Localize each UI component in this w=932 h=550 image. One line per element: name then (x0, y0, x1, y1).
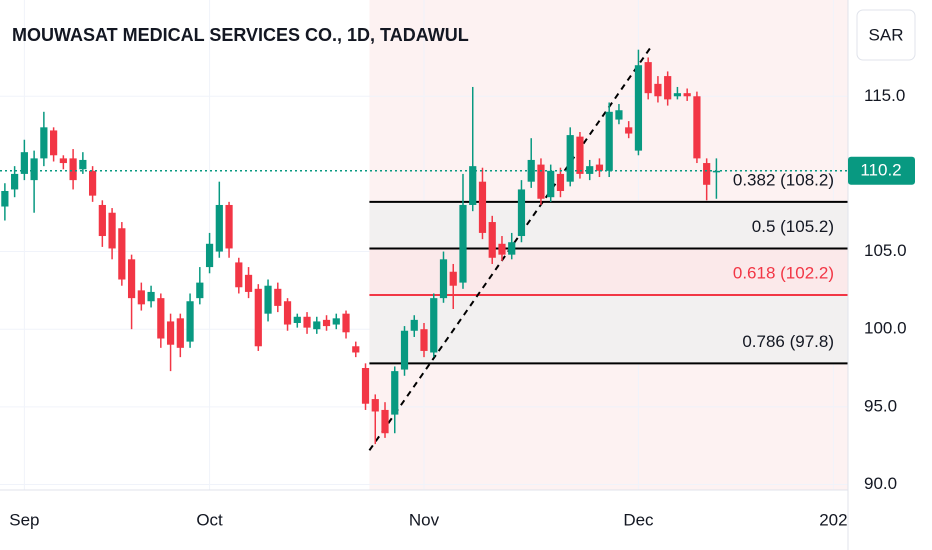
candle-body (50, 130, 58, 156)
candle-body (537, 164, 545, 199)
candle-body (79, 159, 87, 170)
candle-body (196, 282, 204, 299)
y-tick-label: 105.0 (864, 241, 907, 260)
candle-body (615, 110, 623, 120)
candle-body (69, 158, 77, 181)
candle-body (654, 83, 662, 97)
candle-body (205, 243, 214, 268)
last-price-label: 110.2 (860, 160, 901, 179)
candle-body (498, 243, 506, 255)
currency-label[interactable]: SAR (869, 25, 904, 44)
candle-body (293, 316, 301, 323)
last-price-badge (848, 156, 915, 185)
candle-body (303, 316, 311, 328)
candle-body (235, 262, 243, 288)
candle-body (547, 170, 555, 198)
axis-layer: 90.0 95.0 100.0 105.0 115.0 Sep Oct Nov Dec 202 (0, 0, 907, 550)
candle-body (625, 127, 633, 134)
candle-body (683, 93, 691, 97)
y-tick-label: 90.0 (864, 474, 897, 493)
candle-body (439, 259, 448, 299)
candle-body (274, 288, 282, 306)
candle-body (400, 330, 409, 370)
fib-label: 0.5 (105.2) (752, 217, 834, 236)
candle-body (264, 285, 272, 314)
fib-label: 0.786 (97.8) (742, 332, 834, 351)
candle-body (283, 301, 292, 325)
candle-body (186, 301, 194, 342)
candle-body (459, 204, 467, 283)
fib-zone (369, 201, 848, 249)
candle-body (410, 319, 418, 331)
candle-body (634, 65, 643, 151)
candle-body (225, 204, 233, 249)
candle-body (576, 136, 584, 174)
candle-body (157, 298, 165, 339)
candle-body (313, 321, 321, 330)
candle-body (176, 318, 184, 348)
fib-layer: 0.382 (108.2) 0.5 (105.2) 0.618 (102.2) 0.7… (368, 47, 848, 451)
candle-body (118, 228, 126, 280)
candles-layer (0, 49, 848, 445)
candle-body (586, 166, 594, 174)
candle-body (508, 242, 516, 255)
candle-body (605, 111, 613, 171)
candle-body (371, 399, 379, 412)
candle-body (127, 259, 136, 299)
candle-body (332, 318, 340, 325)
candle-body (712, 170, 721, 173)
candle-body (361, 368, 370, 404)
candle-body (673, 93, 682, 97)
fib-zone (369, 295, 848, 364)
fib-zone (369, 248, 848, 296)
candle-body (147, 291, 155, 302)
candle-body (420, 329, 428, 351)
candle-body (478, 181, 487, 233)
candle-body (40, 127, 48, 159)
candle-body (108, 212, 116, 249)
candle-body (88, 170, 97, 196)
x-tick-label: 202 (819, 510, 847, 529)
candle-body (166, 321, 175, 345)
candle-body (488, 222, 496, 258)
currency-box[interactable] (856, 9, 916, 61)
candle-body (664, 76, 672, 100)
candle-body (342, 313, 350, 333)
y-tick-label: 100.0 (864, 319, 907, 338)
x-tick-label: Dec (623, 510, 654, 529)
candle-body (244, 274, 253, 292)
y-tick-label: 95.0 (864, 396, 897, 415)
candle-body (352, 346, 360, 353)
candle-body (11, 173, 19, 190)
candle-body (59, 158, 67, 164)
candle-body (644, 62, 652, 94)
chart-title: MOUWASAT MEDICAL SERVICES CO., 1D, TADAW… (12, 25, 469, 45)
x-tick-label: Sep (9, 510, 39, 529)
candle-body (381, 409, 389, 434)
candle-body (595, 164, 604, 171)
candle-body (20, 152, 28, 174)
x-tick-label: Nov (409, 510, 440, 529)
candle-body (254, 288, 262, 347)
candle-body (215, 204, 223, 252)
y-tick-label: 115.0 (864, 86, 905, 105)
fib-label: 0.618 (102.2) (733, 264, 834, 283)
candle-body (693, 96, 701, 159)
candle-body (469, 166, 477, 205)
candle-body (566, 135, 574, 182)
candle-body (137, 290, 145, 305)
candle-body (430, 298, 438, 353)
candle-body (98, 204, 106, 237)
candle-body (322, 319, 331, 327)
candle-body (1, 190, 9, 207)
x-tick-label: Oct (196, 510, 223, 529)
candle-body (556, 173, 565, 191)
candle-body (517, 189, 526, 237)
candle-body (391, 371, 399, 415)
candle-body (449, 271, 457, 286)
candle-body (703, 163, 711, 185)
candle-body (30, 158, 38, 181)
fib-label: 0.382 (108.2) (733, 170, 834, 189)
